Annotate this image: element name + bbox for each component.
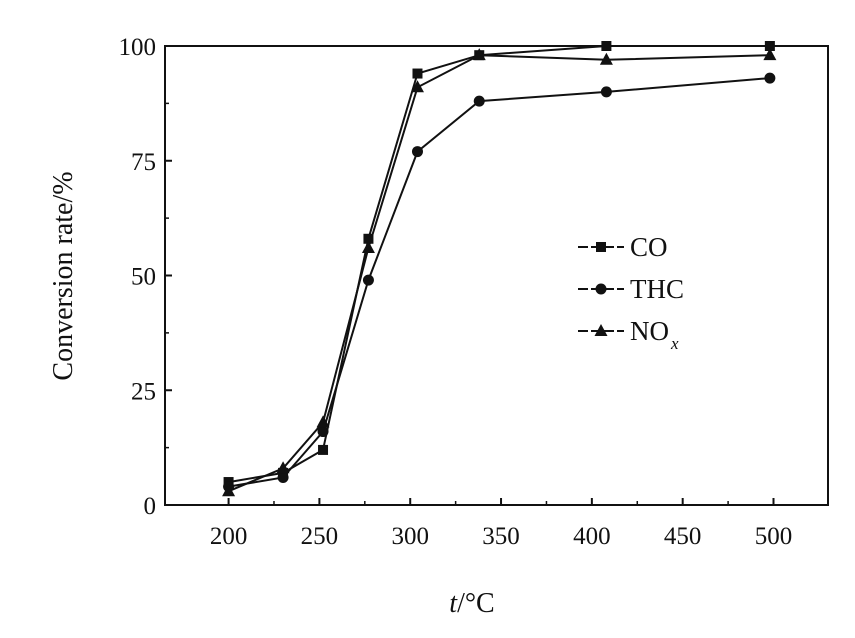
y-axis-title: Conversion rate/% — [48, 171, 79, 380]
data-point-thc — [411, 146, 423, 158]
data-point-co — [318, 444, 329, 455]
data-point-no — [472, 48, 486, 61]
x-tick-label: 350 — [482, 523, 520, 550]
data-point-no — [599, 52, 613, 65]
data-point-no — [276, 461, 290, 474]
y-tick-label: 75 — [131, 149, 156, 176]
legend-label-no: NO x — [630, 316, 679, 353]
series-line-thc — [228, 77, 770, 488]
x-tick-label: 300 — [391, 523, 429, 550]
legend-marker-no — [594, 324, 608, 336]
data-point-no — [222, 484, 236, 497]
data-point-co — [601, 41, 612, 51]
legend-label-co: CO — [630, 232, 668, 262]
y-tick-label: 25 — [131, 378, 156, 405]
data-point-co — [412, 68, 423, 79]
data-point-thc — [473, 95, 485, 107]
series-line-co — [228, 45, 770, 484]
legend-label-thc: THC — [630, 274, 684, 304]
data-point-no — [763, 48, 777, 61]
legend-marker-thc — [595, 283, 607, 295]
x-axis-title: t/°C — [449, 588, 494, 619]
plot-area-frame — [164, 45, 829, 506]
y-tick-label: 100 — [119, 34, 157, 61]
x-tick-label: 500 — [755, 523, 793, 550]
x-tick-label: 200 — [210, 523, 248, 550]
data-point-no — [410, 80, 424, 93]
legend-subscript-no: x — [670, 334, 679, 353]
data-point-thc — [600, 86, 612, 98]
data-point-thc — [764, 72, 776, 84]
legend-marker-co — [596, 242, 606, 252]
x-tick-label: 450 — [664, 523, 702, 550]
x-tick-label: 250 — [301, 523, 339, 550]
series-line-no — [228, 54, 770, 493]
data-point-no — [316, 415, 330, 428]
y-tick-label: 0 — [144, 493, 157, 520]
data-point-thc — [362, 274, 374, 286]
x-tick-label: 400 — [573, 523, 611, 550]
data-point-co — [764, 41, 775, 51]
x-axis-unit: /°C — [457, 588, 495, 619]
data-point-thc — [277, 471, 289, 483]
data-point-co — [363, 233, 374, 244]
data-point-no — [361, 240, 375, 253]
y-tick-label: 50 — [131, 264, 156, 291]
data-point-thc — [317, 426, 329, 438]
x-axis-variable: t — [449, 588, 458, 619]
